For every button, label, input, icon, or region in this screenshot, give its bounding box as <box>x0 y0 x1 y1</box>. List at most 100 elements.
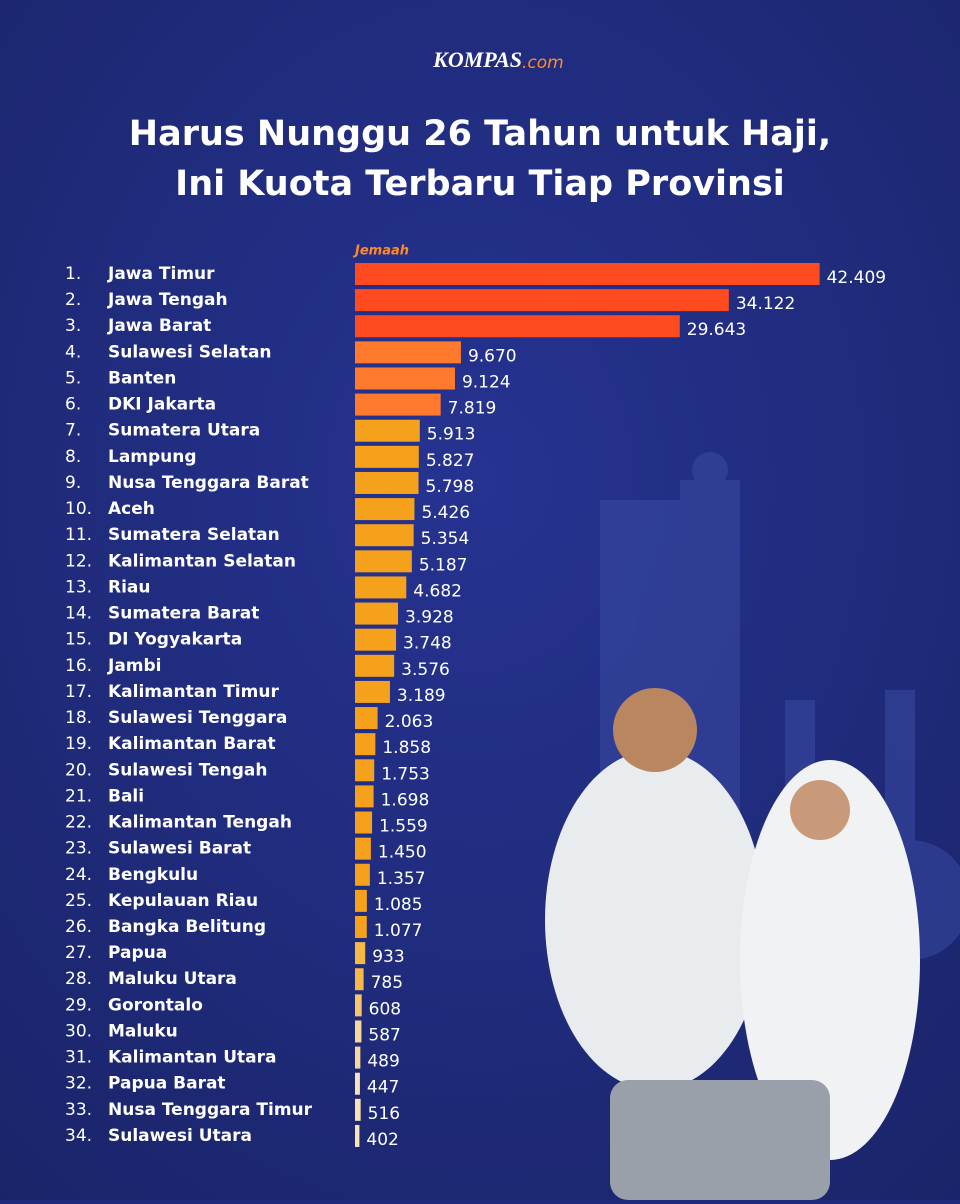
bar <box>355 1046 361 1069</box>
rank-label: 23. <box>65 839 92 859</box>
bar <box>355 733 376 756</box>
value-label: 1.357 <box>377 869 426 889</box>
category-label: Sumatera Selatan <box>108 525 280 545</box>
value-label: 34.122 <box>736 294 795 314</box>
value-label: 1.077 <box>374 921 423 941</box>
rank-label: 16. <box>65 656 92 676</box>
bar <box>355 1020 362 1043</box>
rank-label: 7. <box>65 421 81 441</box>
bar <box>355 707 378 730</box>
value-label: 402 <box>366 1130 398 1150</box>
category-label: Bengkulu <box>108 865 198 885</box>
category-label: Jawa Timur <box>107 264 215 284</box>
value-label: 5.798 <box>426 477 475 497</box>
bar <box>355 968 364 991</box>
category-label: Sulawesi Tengah <box>108 760 267 780</box>
chart-title: Ini Kuota Terbaru Tiap Provinsi <box>175 164 785 204</box>
value-label: 9.670 <box>468 346 517 366</box>
brand-suffix: .com <box>522 53 564 73</box>
rank-label: 1. <box>65 264 81 284</box>
bar <box>355 837 371 860</box>
bar <box>355 994 362 1017</box>
rank-label: 29. <box>65 995 92 1015</box>
bar <box>355 524 414 547</box>
category-label: Jawa Tengah <box>107 290 228 310</box>
bar <box>355 289 729 312</box>
category-label: Sulawesi Barat <box>108 839 251 859</box>
rank-label: 3. <box>65 316 81 336</box>
rank-label: 26. <box>65 917 92 937</box>
value-label: 516 <box>368 1104 400 1124</box>
value-label: 1.085 <box>374 895 423 915</box>
rank-label: 12. <box>65 551 92 571</box>
bar <box>355 498 415 521</box>
value-label: 3.576 <box>401 660 450 680</box>
rank-label: 20. <box>65 760 92 780</box>
category-label: Maluku Utara <box>108 969 237 989</box>
rank-label: 2. <box>65 290 81 310</box>
rank-label: 32. <box>65 1074 92 1094</box>
rank-label: 15. <box>65 630 92 650</box>
rank-label: 6. <box>65 395 81 415</box>
bar <box>355 367 455 390</box>
category-label: Nusa Tenggara Barat <box>108 473 309 493</box>
category-label: Maluku <box>108 1021 178 1041</box>
bar <box>355 785 374 808</box>
bar <box>355 1098 361 1121</box>
bar <box>355 602 399 625</box>
value-label: 447 <box>367 1078 399 1098</box>
category-label: Jawa Barat <box>107 316 211 336</box>
rank-label: 4. <box>65 342 81 362</box>
rank-label: 17. <box>65 682 92 702</box>
rank-label: 33. <box>65 1100 92 1120</box>
category-label: Kalimantan Tengah <box>108 813 292 833</box>
category-label: Kalimantan Barat <box>108 734 276 754</box>
bar <box>355 811 373 834</box>
bar <box>355 419 420 442</box>
bar <box>355 1124 360 1147</box>
value-label: 489 <box>367 1052 399 1072</box>
bar <box>355 315 680 338</box>
value-label: 4.682 <box>413 581 462 601</box>
value-label: 5.827 <box>426 451 475 471</box>
category-label: Kalimantan Utara <box>108 1048 276 1068</box>
category-label: Sulawesi Selatan <box>108 342 272 362</box>
bar <box>355 576 407 599</box>
category-label: Papua <box>108 943 167 963</box>
value-label: 5.913 <box>427 425 476 445</box>
bar <box>355 680 390 703</box>
value-label: 1.559 <box>379 817 428 837</box>
category-label: Sumatera Utara <box>108 421 260 441</box>
axis-label: Jemaah <box>352 244 409 259</box>
category-label: Papua Barat <box>108 1074 226 1094</box>
rank-label: 5. <box>65 368 81 388</box>
category-label: Riau <box>108 577 151 597</box>
rank-label: 21. <box>65 786 92 806</box>
rank-label: 10. <box>65 499 92 519</box>
category-label: DI Yogyakarta <box>108 630 242 650</box>
category-label: Bangka Belitung <box>108 917 266 937</box>
people-illustration <box>545 688 920 1200</box>
category-label: Gorontalo <box>108 995 203 1015</box>
value-label: 5.354 <box>421 529 470 549</box>
rank-label: 19. <box>65 734 92 754</box>
value-label: 9.124 <box>462 372 511 392</box>
rank-label: 31. <box>65 1048 92 1068</box>
value-label: 608 <box>369 999 401 1019</box>
rank-label: 8. <box>65 447 81 467</box>
value-label: 7.819 <box>448 399 497 419</box>
bar <box>355 550 412 573</box>
value-label: 1.858 <box>382 738 431 758</box>
value-label: 3.748 <box>403 634 452 654</box>
category-label: Kalimantan Selatan <box>108 551 296 571</box>
value-label: 1.698 <box>381 790 430 810</box>
rank-label: 11. <box>65 525 92 545</box>
value-label: 5.426 <box>421 503 470 523</box>
category-label: Kepulauan Riau <box>108 891 258 911</box>
rank-label: 24. <box>65 865 92 885</box>
bar <box>355 628 397 651</box>
brand-name: KOMPAS <box>432 47 522 72</box>
category-label: Banten <box>108 368 176 388</box>
bar <box>355 916 367 938</box>
